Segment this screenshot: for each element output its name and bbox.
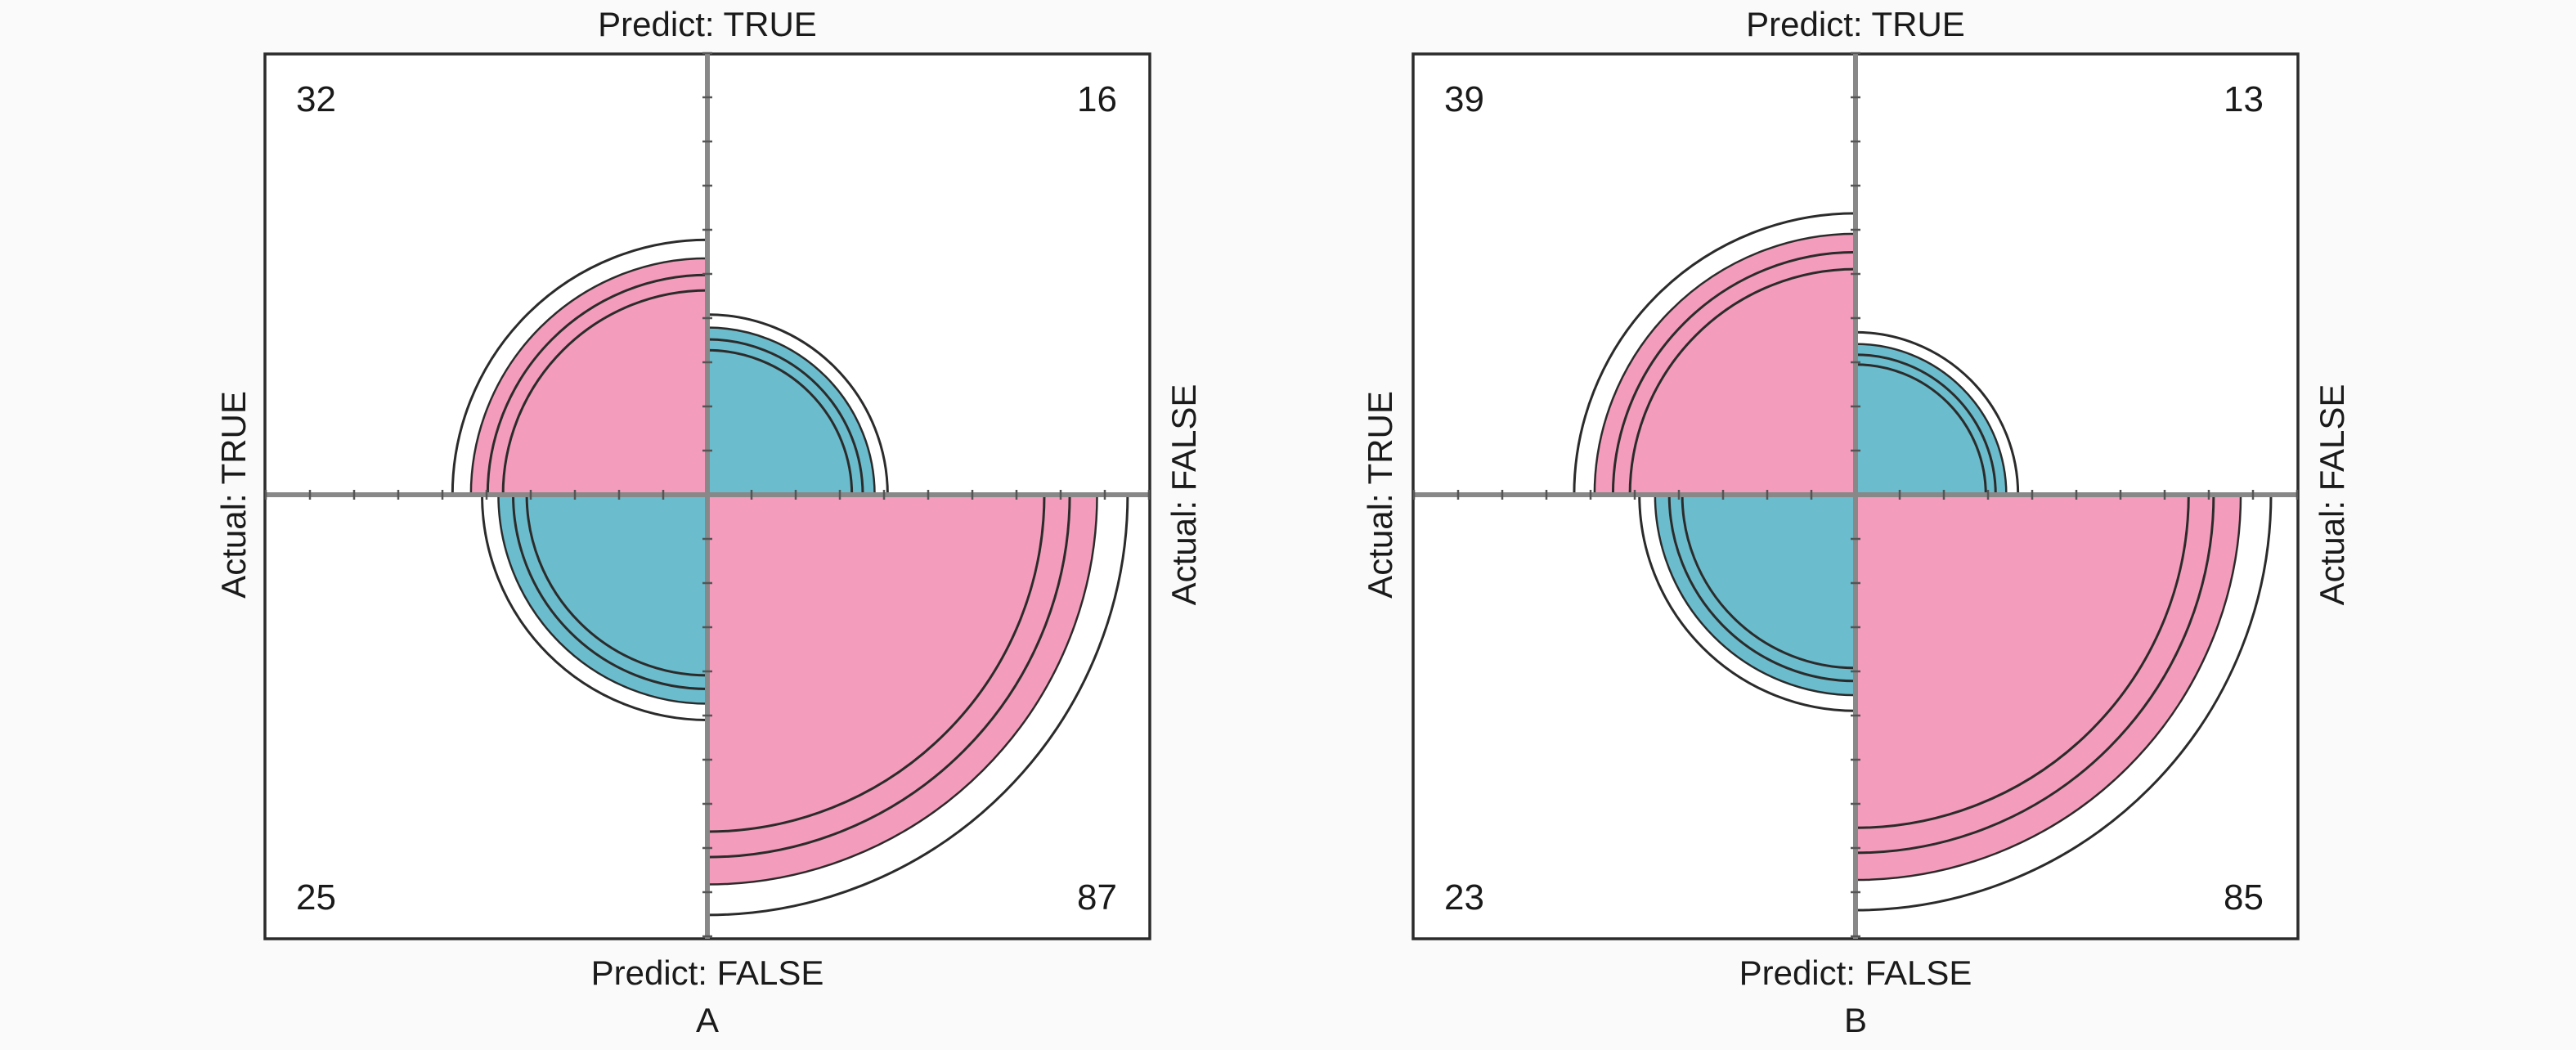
panel-b-quadrants [1573, 212, 2273, 912]
panel-a-bottom-right-inner-arc [707, 494, 1046, 833]
panel-a-count-top-right: 16 [1077, 79, 1117, 119]
fourfold-panel-a: Predict: TRUE Predict: FALSE Actual: TRU… [214, 5, 1203, 1039]
panel-a-top-right-mid-arc [707, 338, 864, 496]
panel-b-right-label: Actual: FALSE [2313, 384, 2351, 606]
panel-a-count-bottom-right: 87 [1077, 877, 1117, 918]
panel-a-bottom-label: Predict: FALSE [591, 954, 824, 992]
panel-a-count-top-left: 32 [296, 79, 336, 119]
fourfold-panel-b: Predict: TRUE Predict: FALSE Actual: TRU… [1361, 5, 2351, 1039]
panel-b-top-right-sector [1855, 343, 2008, 496]
panel-b-axis-ticks [1412, 52, 2299, 938]
panel-b-bottom-left-sector [1654, 494, 1856, 696]
panel-b-letter: B [1844, 1001, 1867, 1039]
panel-b-count-bottom-right: 85 [2224, 877, 2264, 918]
panel-a-right-label: Actual: FALSE [1165, 384, 1203, 606]
panel-b-bottom-label: Predict: FALSE [1739, 954, 1972, 992]
panel-a-bottom-left-inner-arc [525, 494, 708, 677]
panel-b-bottom-left-inner-arc [1681, 494, 1856, 670]
panel-b-top-left-mid-arc [1611, 250, 1856, 496]
panel-a-top-left-inner-arc [501, 289, 708, 496]
panel-a-top-right-inner-arc [707, 348, 854, 496]
panel-b-top-right-inner-arc [1855, 363, 1987, 496]
panel-a-bottom-right-sector [707, 494, 1098, 886]
panel-b-bottom-left-mid-arc [1667, 494, 1856, 683]
panel-b-left-label: Actual: TRUE [1361, 391, 1399, 599]
panel-a-left-label: Actual: TRUE [214, 391, 253, 599]
panel-b-count-bottom-left: 23 [1444, 877, 1484, 918]
panel-b-top-right-mid-arc [1855, 353, 1997, 496]
panel-b-count-top-left: 39 [1444, 79, 1484, 119]
panel-a-bottom-right-mid-arc [707, 494, 1071, 859]
panel-a-top-label: Predict: TRUE [598, 5, 817, 43]
panel-b-count-top-right: 13 [2224, 79, 2264, 119]
panel-b-top-label: Predict: TRUE [1746, 5, 1965, 43]
panel-a-quadrants [451, 238, 1129, 917]
panel-b-top-left-inner-arc [1628, 267, 1856, 496]
panel-a-axis-ticks [264, 52, 1151, 938]
panel-a-top-right-sector [707, 326, 876, 496]
panel-b-bottom-right-mid-arc [1855, 494, 2215, 855]
panel-a-bottom-left-sector [497, 494, 708, 705]
panel-a-letter: A [696, 1001, 719, 1039]
panel-b-bottom-right-sector [1855, 494, 2242, 881]
panel-a-bottom-left-mid-arc [512, 494, 708, 690]
panel-a-top-left-mid-arc [486, 273, 708, 496]
panel-b-top-left-sector [1594, 233, 1856, 496]
panel-a-top-left-sector [470, 258, 708, 496]
panel-a-count-bottom-left: 25 [296, 877, 336, 918]
panel-b-bottom-right-inner-arc [1855, 494, 2190, 829]
